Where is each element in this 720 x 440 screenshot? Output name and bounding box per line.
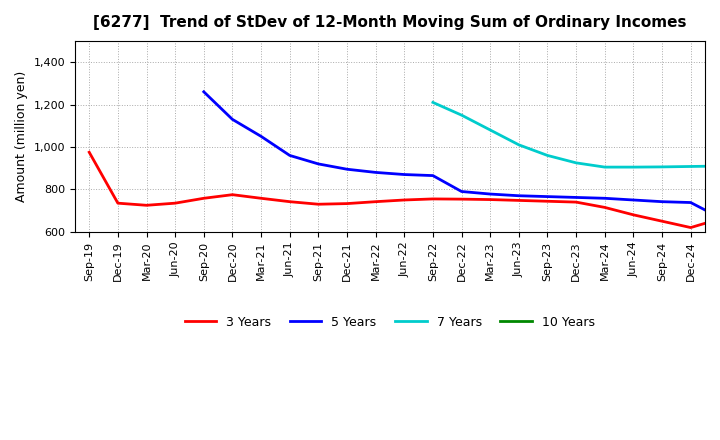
5 Years — [199, 89, 208, 95]
3 Years — [228, 192, 237, 197]
3 Years — [171, 201, 179, 206]
7 Years — [486, 127, 495, 132]
Line: 3 Years: 3 Years — [89, 62, 720, 227]
5 Years — [715, 215, 720, 220]
5 Years — [343, 167, 351, 172]
3 Years — [314, 202, 323, 207]
5 Years — [457, 189, 466, 194]
3 Years — [428, 196, 437, 202]
7 Years — [600, 165, 609, 170]
3 Years — [285, 199, 294, 204]
3 Years — [257, 196, 266, 201]
7 Years — [515, 142, 523, 147]
5 Years — [657, 199, 666, 204]
3 Years — [572, 199, 580, 205]
7 Years — [572, 160, 580, 165]
3 Years — [600, 205, 609, 210]
3 Years — [85, 150, 94, 155]
7 Years — [715, 163, 720, 169]
3 Years — [686, 225, 695, 230]
3 Years — [400, 198, 408, 203]
7 Years — [457, 113, 466, 118]
5 Years — [543, 194, 552, 199]
5 Years — [629, 198, 638, 203]
3 Years — [343, 201, 351, 206]
3 Years — [715, 216, 720, 222]
Line: 7 Years: 7 Years — [433, 92, 720, 167]
5 Years — [686, 200, 695, 205]
7 Years — [686, 164, 695, 169]
5 Years — [314, 161, 323, 167]
3 Years — [142, 203, 150, 208]
3 Years — [543, 198, 552, 204]
3 Years — [372, 199, 380, 204]
5 Years — [400, 172, 408, 177]
7 Years — [657, 164, 666, 169]
3 Years — [114, 201, 122, 206]
Title: [6277]  Trend of StDev of 12-Month Moving Sum of Ordinary Incomes: [6277] Trend of StDev of 12-Month Moving… — [93, 15, 687, 30]
5 Years — [285, 153, 294, 158]
3 Years — [486, 197, 495, 202]
5 Years — [486, 191, 495, 197]
7 Years — [543, 153, 552, 158]
5 Years — [257, 134, 266, 139]
5 Years — [600, 196, 609, 201]
7 Years — [629, 165, 638, 170]
3 Years — [515, 198, 523, 203]
3 Years — [657, 219, 666, 224]
5 Years — [572, 195, 580, 200]
3 Years — [199, 196, 208, 201]
5 Years — [228, 117, 237, 122]
5 Years — [372, 170, 380, 175]
3 Years — [457, 197, 466, 202]
Legend: 3 Years, 5 Years, 7 Years, 10 Years: 3 Years, 5 Years, 7 Years, 10 Years — [180, 311, 600, 334]
5 Years — [515, 193, 523, 198]
3 Years — [629, 212, 638, 217]
5 Years — [428, 173, 437, 178]
Line: 5 Years: 5 Years — [204, 43, 720, 219]
Y-axis label: Amount (million yen): Amount (million yen) — [15, 71, 28, 202]
7 Years — [428, 100, 437, 105]
